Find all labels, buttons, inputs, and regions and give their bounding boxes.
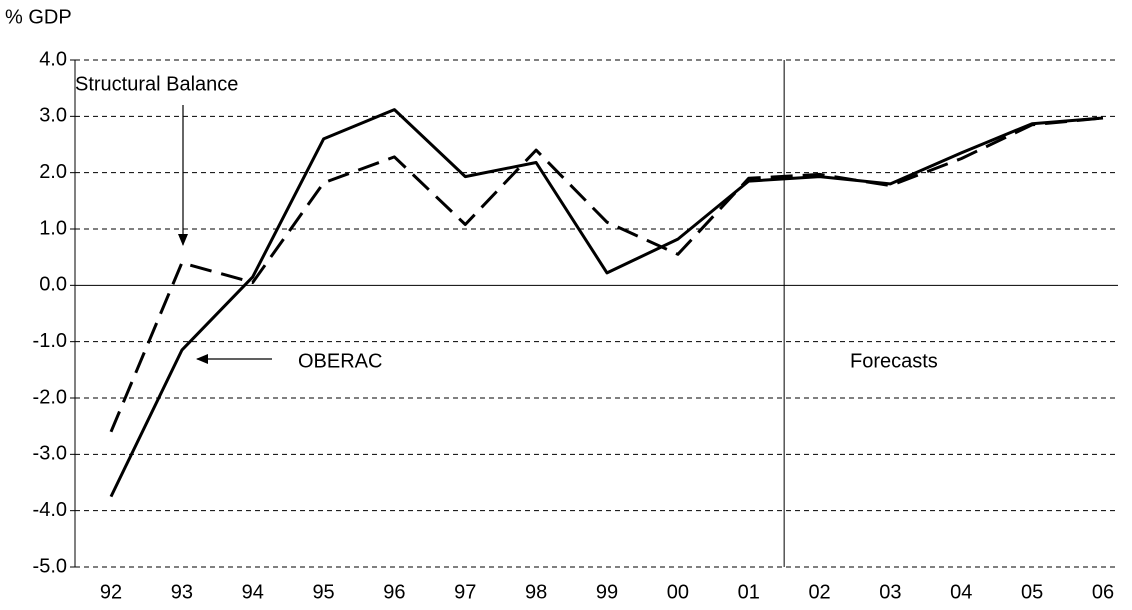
series-annotation: OBERAC: [298, 350, 382, 372]
x-tick-label: 92: [100, 581, 122, 603]
x-tick-label: 96: [383, 581, 405, 603]
y-tick-label: 0.0: [39, 274, 67, 296]
series-annotation: Structural Balance: [75, 73, 238, 95]
x-tick-label: 00: [667, 581, 689, 603]
x-tick-label: 95: [312, 581, 334, 603]
y-tick-label: 2.0: [39, 161, 67, 183]
y-tick-label: 4.0: [39, 48, 67, 70]
series-line: [109, 108, 1104, 498]
x-tick-label: 99: [596, 581, 618, 603]
x-tick-label: 03: [879, 581, 901, 603]
x-tick-label: 04: [950, 581, 972, 603]
y-tick-label: -4.0: [33, 499, 67, 521]
series-line: [109, 116, 1104, 433]
x-tick-label: 05: [1021, 581, 1043, 603]
y-tick-label: 3.0: [39, 105, 67, 127]
x-tick-label: 02: [808, 581, 830, 603]
y-tick-label: -5.0: [33, 555, 67, 577]
y-axis-label: % GDP: [5, 6, 72, 28]
y-tick-label: -1.0: [33, 330, 67, 352]
forecast-annotation: Forecasts: [850, 350, 938, 372]
y-tick-label: -2.0: [33, 386, 67, 408]
x-tick-label: 06: [1092, 581, 1114, 603]
x-tick-label: 94: [242, 581, 264, 603]
x-tick-label: 01: [738, 581, 760, 603]
y-tick-label: -3.0: [33, 443, 67, 465]
x-tick-label: 98: [525, 581, 547, 603]
x-tick-label: 93: [171, 581, 193, 603]
y-tick-label: 1.0: [39, 217, 67, 239]
x-tick-label: 97: [454, 581, 476, 603]
